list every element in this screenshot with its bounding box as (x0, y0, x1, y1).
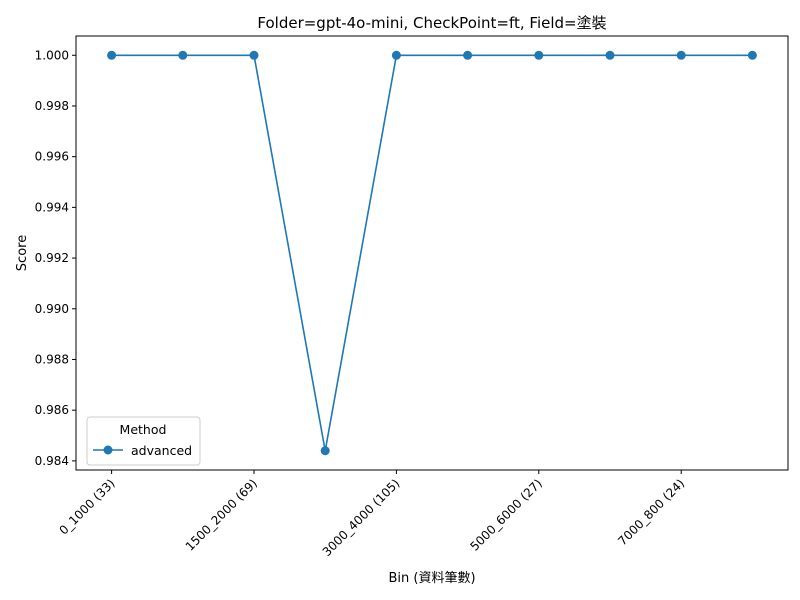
y-tick-label: 0.986 (35, 403, 69, 417)
x-axis: 0_1000 (33) 1500_2000 (69) 3000_4000 (105)… (56, 470, 687, 559)
y-tick-label: 0.990 (35, 302, 69, 316)
data-point (107, 50, 117, 60)
x-tick-label: 0_1000 (33) (56, 476, 117, 537)
legend: Method advanced (86, 416, 201, 466)
data-point (320, 446, 330, 456)
y-tick-label: 0.988 (35, 352, 69, 366)
y-axis-title: Score (15, 235, 30, 271)
y-axis: 0.984 0.986 0.988 0.990 0.992 0.994 0.996 0.998… (35, 48, 76, 468)
plot-frame (75, 35, 789, 471)
data-point (605, 50, 615, 60)
x-tick-label: 3000_4000 (105) (320, 476, 403, 559)
y-tick-label: 1.000 (35, 48, 69, 62)
chart-title: Folder=gpt-4o-mini, CheckPoint=ft, Field… (257, 14, 606, 32)
series-layer (107, 50, 757, 456)
x-axis-title: Bin (資料筆數) (388, 571, 475, 586)
y-tick-label: 0.984 (35, 454, 69, 468)
data-point (534, 50, 544, 60)
y-tick-label: 0.994 (35, 200, 69, 214)
legend-title: Method (120, 422, 167, 437)
x-tick-label: 5000_6000 (27) (467, 476, 544, 553)
y-tick-label: 0.992 (35, 251, 69, 265)
legend-series-marker (103, 445, 113, 455)
plot-area (75, 35, 789, 471)
data-point (747, 50, 757, 60)
data-point (249, 50, 259, 60)
y-tick-label: 0.996 (35, 150, 69, 164)
legend-box (86, 416, 201, 466)
data-point (178, 50, 188, 60)
y-tick-label: 0.998 (35, 99, 69, 113)
data-point (676, 50, 686, 60)
x-tick-label: 1500_2000 (69) (183, 476, 260, 553)
legend-series-label: advanced (131, 443, 192, 458)
x-tick-label: 7000_800 (24) (615, 476, 687, 548)
data-point (391, 50, 401, 60)
series-line-advanced (111, 54, 753, 452)
data-point (463, 50, 473, 60)
